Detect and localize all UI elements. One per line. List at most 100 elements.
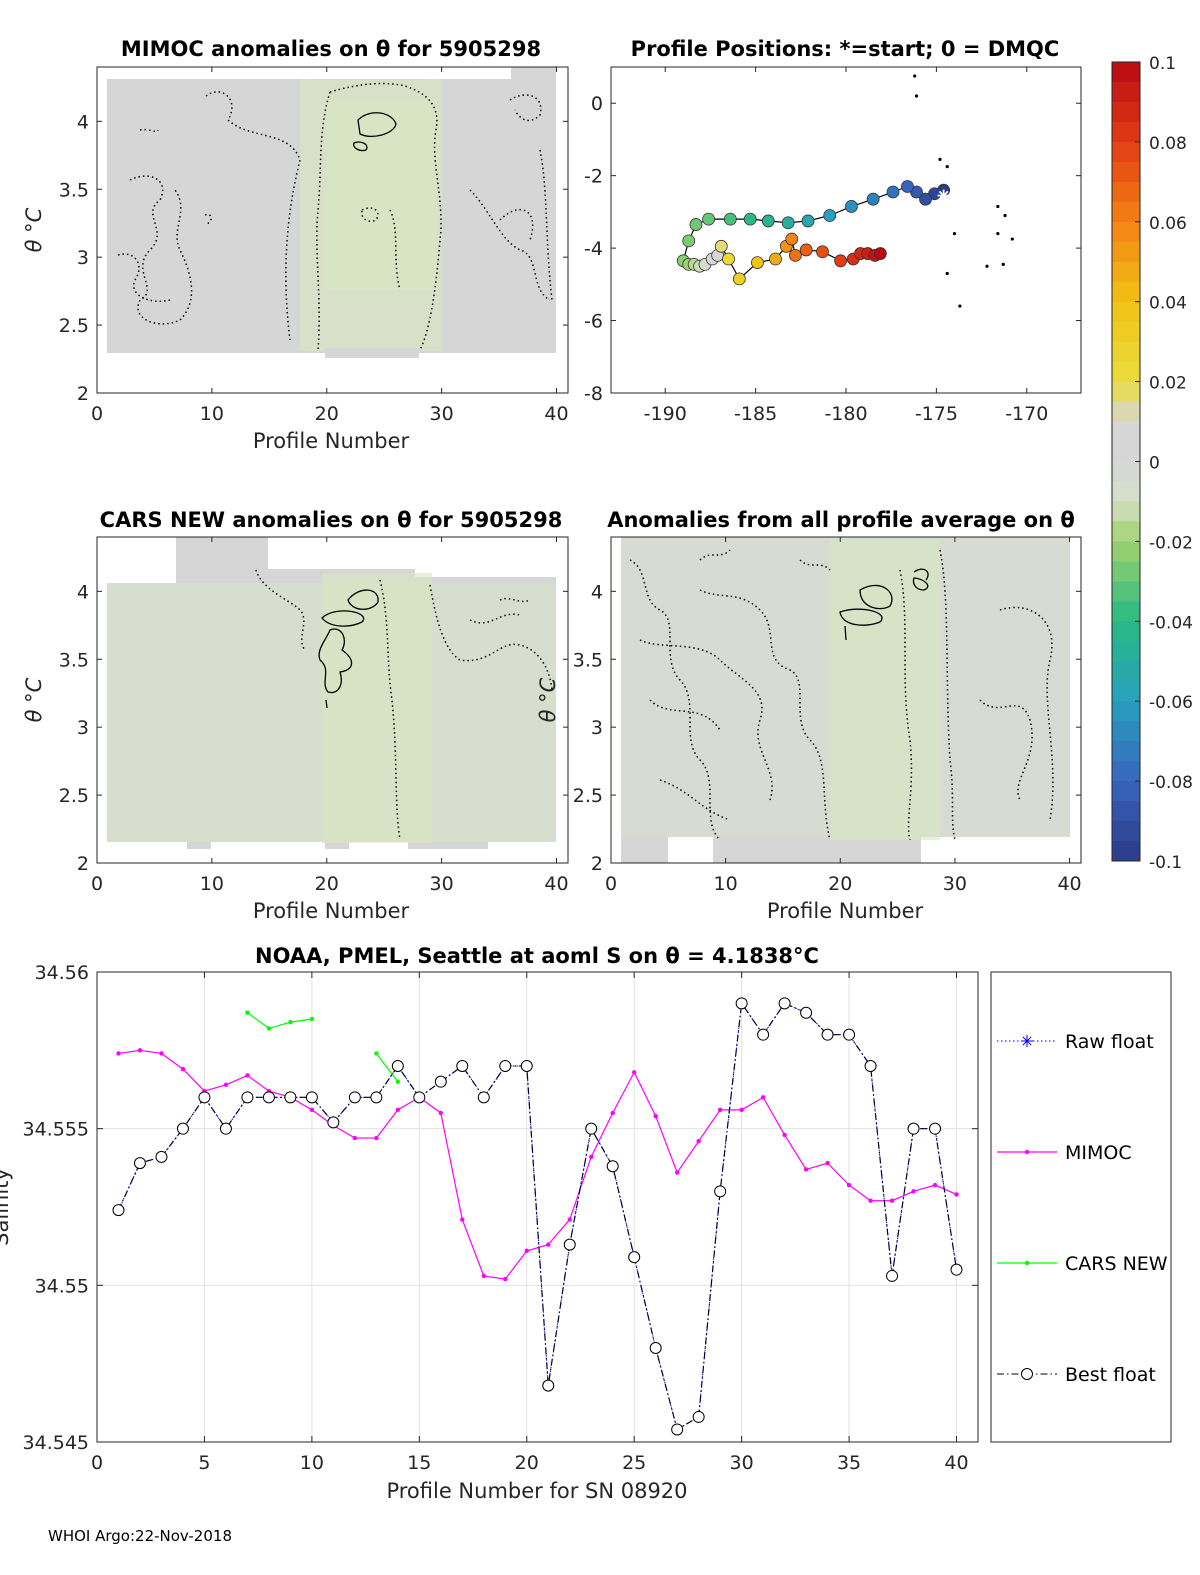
track-point (732, 272, 746, 286)
best-float-point (692, 1410, 705, 1423)
mimoc-point (481, 1273, 486, 1279)
x-tick-label: 15 (407, 1452, 431, 1474)
colorbar-band (1112, 361, 1140, 383)
mimoc-point (524, 1248, 529, 1254)
track-point (919, 192, 932, 206)
colorbar-band (1112, 241, 1140, 263)
y-tick-label: 2 (77, 853, 89, 875)
track-point (866, 192, 880, 206)
y-tick-label: -6 (584, 311, 603, 333)
best-float-point (735, 997, 748, 1010)
average-anomaly-field (621, 537, 1070, 863)
reference-point (913, 74, 917, 78)
best-float-point (241, 1091, 254, 1104)
cars-ylabel: θ °C (22, 677, 46, 722)
x-tick-label: 0 (91, 1452, 103, 1474)
best-float-point (155, 1150, 168, 1163)
cars-panel-title: CARS NEW anomalies on θ for 5905298 (100, 508, 563, 532)
colorbar-tick-label: -0.02 (1149, 533, 1193, 553)
mimoc-point (889, 1198, 895, 1203)
best-float-point (950, 1263, 963, 1276)
y-tick-label: 3 (77, 247, 89, 269)
colorbar-tick-label: -0.04 (1149, 613, 1193, 633)
colorbar-band (1112, 721, 1140, 742)
x-tick-label: 40 (544, 873, 568, 895)
mimoc-point (223, 1082, 229, 1088)
colorbar-band (1112, 181, 1140, 203)
y-tick-label: 2.5 (59, 785, 89, 807)
track-point (799, 243, 813, 257)
mimoc-point (803, 1167, 809, 1172)
salinity-xlabel: Profile Number for SN 08920 (386, 1479, 687, 1503)
mimoc-anomaly-field (97, 67, 556, 358)
x-tick-label: 10 (200, 403, 224, 425)
mimoc-point (653, 1113, 658, 1119)
y-tick-label: 3.5 (59, 649, 89, 671)
colorbar-band (1112, 501, 1140, 522)
legend-item: MIMOC (997, 1142, 1132, 1164)
cars-line (247, 1012, 312, 1030)
colorbar-band (1112, 621, 1140, 642)
legend-swatch-marker (1022, 1036, 1032, 1046)
track-point (788, 248, 802, 262)
reference-point (914, 94, 919, 98)
legend-swatch-marker (1024, 1149, 1030, 1155)
track-point (743, 212, 757, 226)
cars-point (266, 1026, 272, 1031)
legend-label: Raw float (1065, 1031, 1154, 1053)
colorbar-ticks: 0.1 0.08 0.06 0.04 0.02 0 -0.02 -0.04 -0.06 -0.08… (1135, 54, 1193, 873)
mimoc-point (696, 1139, 701, 1144)
colorbar-band (1112, 561, 1140, 582)
track-point (785, 232, 799, 246)
mimoc-point (460, 1217, 465, 1222)
salinity-axes: 0 5 10 15 20 25 30 35 40 34.545 34.55 34.555 34.56 (23, 962, 978, 1474)
reference-point (1001, 262, 1005, 267)
best-float-point (413, 1091, 426, 1104)
x-tick-label: 0 (91, 873, 103, 895)
reference-point (958, 304, 962, 308)
track-point (722, 252, 735, 266)
colorbar-band (1112, 81, 1140, 103)
mimoc-point (610, 1110, 615, 1116)
y-tick-label: 3.5 (573, 649, 603, 671)
legend-label: Best float (1065, 1364, 1156, 1386)
best-float-point (628, 1251, 641, 1264)
colorbar-tick-label: -0.08 (1149, 773, 1193, 793)
best-float-point (714, 1185, 727, 1198)
mimoc-point (589, 1154, 594, 1160)
average-axes-box (610, 536, 1082, 864)
mimoc-point (631, 1070, 637, 1075)
average-axes: 0 10 20 30 40 2 2.5 3 3.5 4 (573, 537, 1082, 895)
y-tick-label: -4 (584, 238, 603, 260)
average-ylabel: θ °C (536, 677, 560, 722)
salinity-ylabel: Salinity (0, 1168, 13, 1246)
cars-point (309, 1016, 315, 1022)
reference-point (1003, 213, 1007, 218)
positions-panel-title: Profile Positions: *=start; 0 = DMQC (631, 37, 1060, 61)
colorbar-tick-label: 0.04 (1149, 294, 1187, 314)
colorbar-bands (1112, 62, 1140, 862)
legend-label: MIMOC (1065, 1142, 1132, 1164)
colorbar-band (1112, 681, 1140, 702)
track-point (816, 245, 829, 259)
colorbar-band (1112, 161, 1140, 183)
colorbar-band (1112, 441, 1140, 462)
mimoc-point (717, 1107, 723, 1113)
best-float-point (112, 1204, 125, 1217)
best-float-point (563, 1238, 576, 1251)
colorbar-band (1112, 321, 1140, 343)
best-float-point (671, 1423, 684, 1436)
start-marker (937, 189, 950, 202)
mimoc-point (503, 1276, 508, 1282)
y-tick-label: 34.545 (23, 1432, 89, 1454)
best-float-point (434, 1075, 447, 1088)
x-tick-label: 30 (430, 403, 454, 425)
best-float-point (542, 1379, 555, 1392)
track-point (901, 180, 914, 193)
track-point (723, 212, 737, 226)
salinity-series (112, 997, 963, 1436)
track-point (761, 214, 775, 228)
colorbar-tick-label: -0.1 (1149, 853, 1182, 873)
y-tick-label: 34.555 (23, 1119, 89, 1141)
